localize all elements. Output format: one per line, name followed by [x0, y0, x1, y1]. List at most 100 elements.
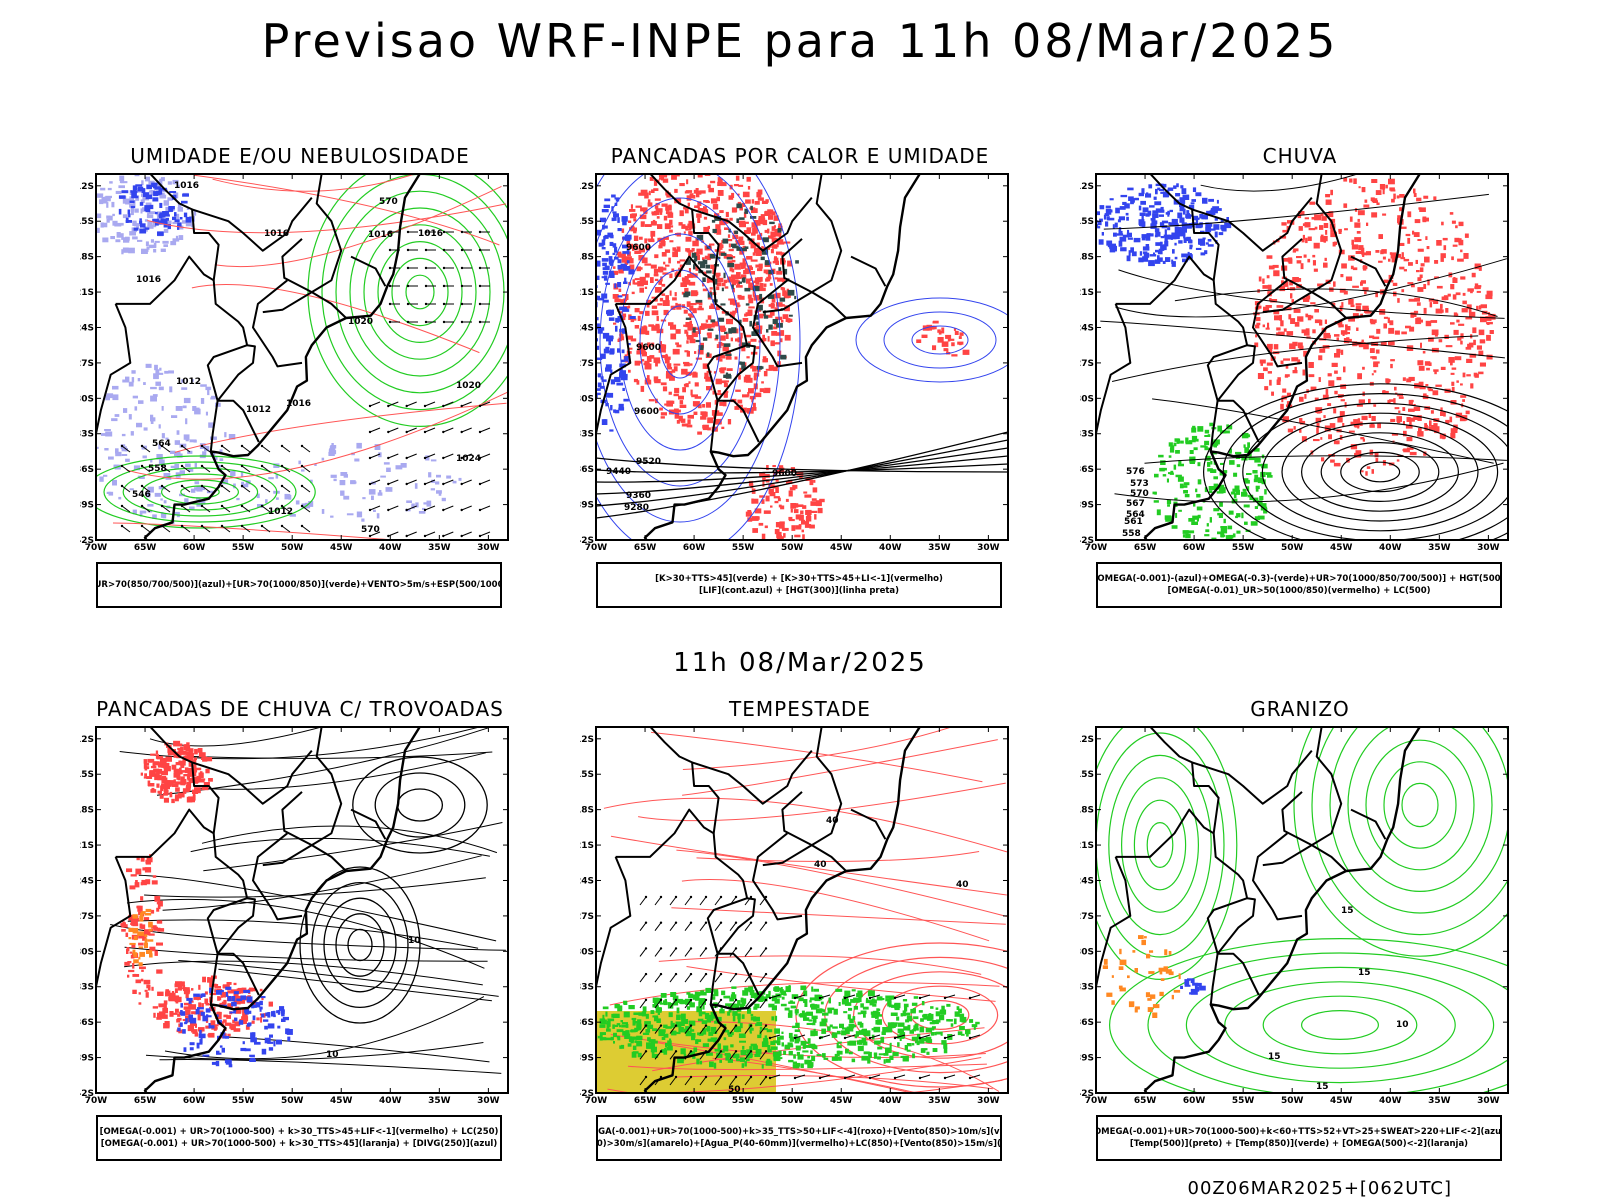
humidity-patch — [172, 238, 180, 242]
wind850-green-patch — [837, 1057, 840, 1060]
storm-red-patch — [252, 987, 257, 992]
country-border — [209, 399, 260, 452]
lif-blue-patch — [596, 345, 600, 350]
convection-red-patch — [680, 282, 687, 287]
convection-red-patch — [764, 525, 768, 529]
rain-red-patch — [1419, 274, 1423, 278]
rain-blue-patch — [1226, 217, 1229, 222]
wind850-green-patch — [804, 1002, 808, 1007]
convection-teal-patch — [760, 256, 765, 261]
convection-red-patch — [724, 286, 729, 289]
humidity-patch — [122, 198, 130, 204]
wind-vector — [141, 445, 151, 453]
wind850-green-patch — [860, 1010, 867, 1015]
humidity-patch-blue — [144, 205, 151, 211]
rain-blue-patch — [1133, 237, 1141, 243]
rain-red-patch — [1324, 319, 1327, 324]
lif-blue-patch — [614, 197, 620, 200]
wind-vector-head — [160, 484, 164, 488]
lc250-streamline — [127, 919, 479, 949]
lif-blue-patch — [604, 265, 610, 270]
rain-red-patch — [1419, 386, 1426, 390]
convection-red-patch — [719, 358, 723, 362]
humidity-patch — [178, 235, 184, 240]
storm-red-patch — [139, 966, 146, 970]
rain-blue-patch — [1171, 261, 1176, 267]
rain-red-patch — [1402, 421, 1405, 424]
country-border — [781, 238, 847, 319]
rain-red-patch — [1339, 411, 1345, 417]
wind850-green-patch — [658, 1007, 662, 1012]
convection-red-patch — [737, 294, 742, 299]
storm-red-patch — [161, 775, 167, 782]
convection-red-patch — [763, 269, 769, 274]
humidity-patch — [154, 240, 160, 243]
lif-blue-patch — [617, 316, 624, 322]
storm-red-patch — [151, 880, 158, 885]
rain-blue-patch — [1177, 212, 1183, 219]
convection-red-patch — [661, 344, 665, 350]
storm-red-patch — [157, 906, 161, 910]
wind850-green-patch — [657, 1012, 660, 1015]
humidity-patch — [441, 497, 446, 502]
humidity-patch — [240, 471, 244, 477]
wind850-green-patch — [841, 1027, 848, 1030]
convection-teal-patch — [731, 284, 734, 290]
lc850-streamline — [682, 739, 998, 796]
lat-label: 39S — [580, 501, 594, 511]
convection-red-patch — [687, 419, 691, 425]
coastline — [143, 727, 422, 1093]
rain-blue-patch — [1144, 234, 1150, 239]
convection-red-patch — [707, 184, 711, 188]
wind850-green-patch — [771, 1016, 775, 1021]
hgt500-contour — [1340, 451, 1420, 493]
storm-red-patch — [232, 1019, 235, 1024]
wind850-green-patch — [636, 1040, 642, 1043]
convection-red-patch — [685, 371, 692, 376]
wind850-green-patch — [855, 1031, 859, 1037]
lc250-streamline — [184, 751, 493, 759]
country-border — [262, 174, 343, 314]
convection-red-patch — [634, 325, 640, 329]
rain-green-patch — [1188, 518, 1195, 522]
divg-blue-patch — [219, 1045, 223, 1048]
wind850-green-patch — [900, 1055, 904, 1058]
rain-green-patch — [1154, 492, 1157, 495]
convection-red-patch — [684, 287, 689, 294]
convection-red-patch — [692, 401, 700, 407]
wind850-green-patch — [788, 1044, 794, 1048]
wind850-green-patch — [670, 1022, 675, 1028]
green-contour — [141, 473, 259, 511]
rain-red-patch — [1255, 324, 1260, 329]
wind-vector-head — [220, 464, 224, 468]
wind850-green-patch — [705, 1012, 710, 1018]
wind850-green-patch — [685, 1030, 692, 1037]
humidity-patch — [183, 434, 190, 440]
storm-red-patch — [156, 969, 163, 974]
divg-blue-patch — [285, 1028, 290, 1035]
divg-blue-patch — [236, 998, 243, 1002]
convection-red-patch — [767, 228, 770, 234]
humidity-patch — [257, 504, 264, 508]
storm-red-patch — [198, 1011, 202, 1016]
wind-vector-head — [300, 504, 304, 508]
rain-red-patch — [1344, 228, 1348, 231]
contour-label: 564 — [1126, 510, 1145, 520]
wind-vector — [301, 485, 311, 493]
wind850-green-patch — [616, 1023, 621, 1026]
rain-red-patch — [1292, 250, 1296, 253]
rain-blue-patch — [1152, 213, 1159, 218]
humidity-patch — [106, 218, 110, 223]
wind850-green-patch — [887, 1000, 892, 1007]
wind850-green-patch — [746, 1053, 753, 1058]
humidity-patch — [329, 446, 333, 452]
humidity-patch — [169, 386, 173, 393]
green-contour — [103, 461, 297, 523]
wind850-green-patch — [796, 1048, 801, 1051]
rain-green-patch — [1254, 498, 1259, 501]
convection-red-patch — [735, 175, 740, 181]
convection-red-patch — [769, 276, 772, 280]
convection-red-patch — [743, 270, 749, 275]
wind-vector-head — [460, 248, 464, 252]
rain-red-patch — [1450, 322, 1455, 325]
